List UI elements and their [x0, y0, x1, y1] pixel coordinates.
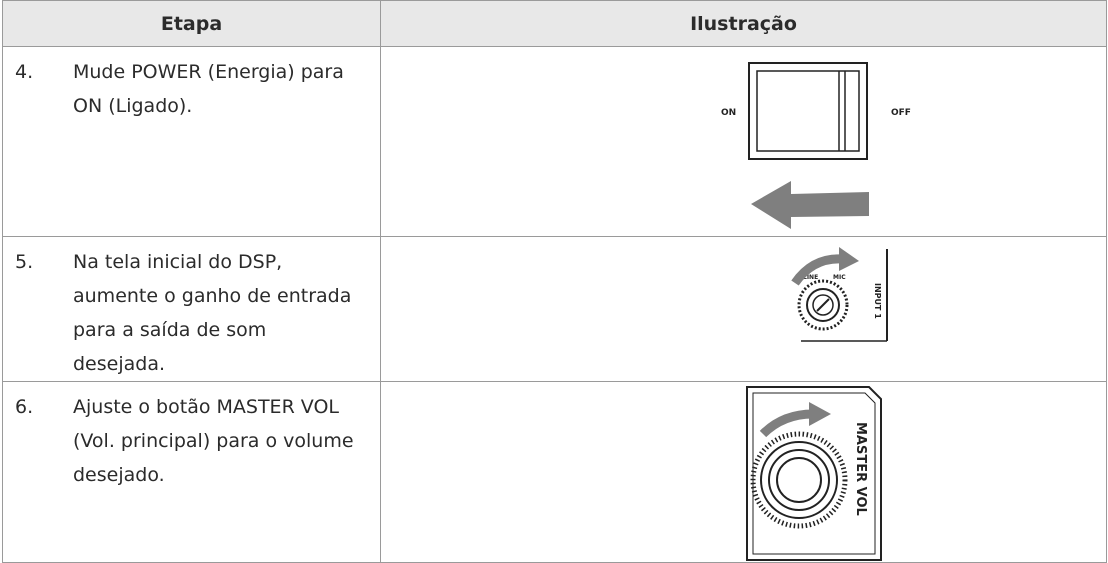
illustration-cell: ON OFF [380, 46, 1107, 237]
knob-label: INPUT 1 [873, 283, 882, 319]
step-cell: 4. Mude POWER (Energia) para ON (Ligado). [2, 46, 381, 237]
step-text: Mude POWER (Energia) para ON (Ligado). [73, 61, 344, 117]
step-text: Ajuste o botão MASTER VOL (Vol. principa… [73, 396, 354, 486]
illustration-cell: MASTER VOL [380, 381, 1107, 563]
input-knob-illustration: LINE MIC INPUT 1 [791, 247, 888, 342]
power-switch-illustration: ON OFF [721, 62, 911, 229]
step-cell: 6. Ajuste o botão MASTER VOL (Vol. princi… [2, 381, 381, 563]
step-cell: 5. Na tela inicial do DSP, aumente o ganh… [2, 236, 381, 382]
row: 5. Na tela inicial do DSP, aumente o ganh… [2, 236, 1107, 382]
step-number: 4. [15, 61, 34, 83]
switch-label: ON [721, 108, 736, 118]
header-cell: Etapa [2, 0, 381, 47]
step-text: Na tela inicial do DSP, aumente o ganho … [73, 251, 352, 375]
illustration-cell: LINE MIC INPUT 1 [380, 236, 1107, 382]
knob-label: MIC [833, 274, 846, 281]
master-volume-illustration: MASTER VOL [746, 386, 882, 561]
header-row: Etapa Ilustração [2, 0, 1107, 47]
row: 4. Mude POWER (Energia) para ON (Ligado).… [2, 46, 1107, 237]
step-number: 5. [15, 251, 34, 273]
switch-label: OFF [891, 108, 911, 118]
header-cell: Ilustração [380, 0, 1107, 47]
step-number: 6. [15, 396, 34, 418]
row: 6. Ajuste o botão MASTER VOL (Vol. princi… [2, 381, 1107, 563]
knob-label: LINE [803, 274, 818, 281]
knob-label: MASTER VOL [853, 422, 868, 516]
